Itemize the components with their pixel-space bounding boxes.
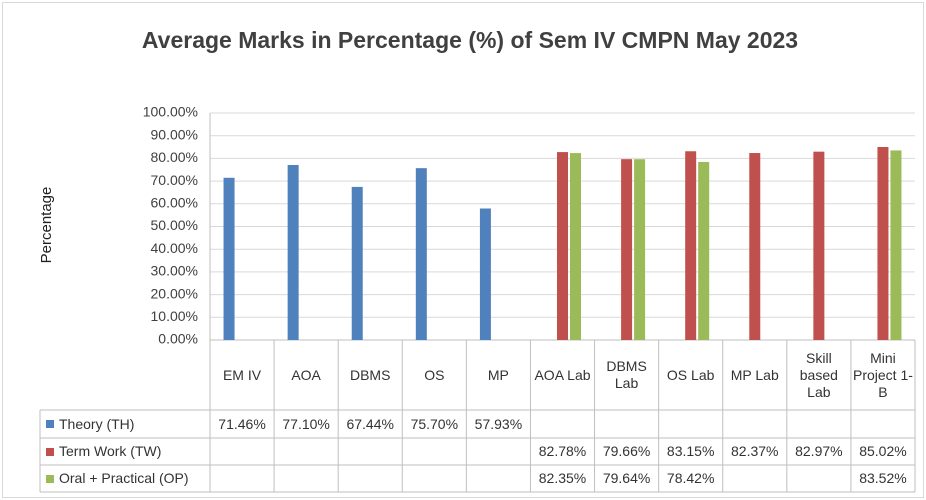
y-tick-label: 50.00% — [151, 217, 198, 233]
data-label: 79.66% — [602, 443, 651, 459]
x-tick-label: DBMS — [349, 366, 391, 383]
bar — [570, 153, 581, 340]
bar — [223, 177, 235, 340]
y-tick-label: 60.00% — [151, 195, 198, 211]
legend-swatch — [46, 474, 54, 483]
y-axis-title: Percentage — [38, 187, 55, 264]
bar — [621, 159, 633, 340]
x-tick-label: AOA Lab — [534, 366, 591, 383]
data-label: 75.70% — [410, 415, 459, 432]
data-label: 82.35% — [538, 470, 587, 486]
legend-entry: Term Work (TW) — [40, 438, 210, 465]
bar — [890, 150, 902, 340]
data-label: 82.78% — [538, 443, 587, 459]
x-tick-label: DBMS Lab — [606, 358, 647, 391]
bar — [287, 164, 299, 340]
bar — [634, 159, 646, 340]
legend-label: Term Work (TW) — [59, 443, 162, 459]
bar — [479, 208, 491, 340]
bar — [557, 152, 568, 340]
y-tick-label: 30.00% — [151, 263, 198, 279]
bar — [877, 147, 889, 340]
x-tick-label: EM IV — [222, 366, 262, 383]
y-tick-label: 100.00% — [143, 104, 198, 120]
x-tick-label: MP — [487, 366, 509, 383]
data-label: 67.44% — [346, 415, 394, 432]
x-tick-label: Mini Project 1-B — [852, 349, 913, 400]
chart-title: Average Marks in Percentage (%) of Sem I… — [142, 27, 798, 53]
legend-swatch — [46, 420, 54, 428]
bar — [415, 168, 427, 340]
data-label: 57.93% — [474, 415, 523, 432]
data-label: 71.46% — [218, 415, 266, 432]
legend-label: Oral + Practical (OP) — [59, 470, 189, 486]
y-tick-label: 20.00% — [151, 285, 198, 301]
y-tick-label: 0.00% — [158, 331, 198, 347]
data-label: 85.02% — [859, 443, 907, 459]
bar — [749, 153, 761, 340]
bar — [813, 151, 825, 340]
bar — [698, 161, 710, 340]
data-label: 78.42% — [666, 470, 715, 486]
y-tick-label: 70.00% — [151, 172, 198, 188]
data-label: 82.97% — [795, 443, 843, 459]
bar — [351, 186, 363, 340]
legend-swatch — [46, 447, 54, 456]
legend-label: Theory (TH) — [59, 415, 135, 432]
x-tick-label: OS Lab — [666, 366, 715, 383]
y-tick-label: 80.00% — [151, 149, 198, 165]
data-label: 79.64% — [602, 470, 651, 486]
x-tick-label: AOA — [291, 366, 321, 383]
legend-entry: Oral + Practical (OP) — [40, 465, 210, 492]
y-tick-label: 40.00% — [151, 240, 198, 256]
x-tick-label: Skill based Lab — [799, 349, 838, 400]
bar — [685, 151, 697, 340]
y-tick-label: 10.00% — [151, 308, 198, 324]
data-label: 83.52% — [859, 470, 907, 486]
y-tick-label: 90.00% — [151, 126, 198, 142]
data-label: 83.15% — [666, 443, 715, 459]
data-label: 82.37% — [731, 443, 779, 459]
x-tick-label: MP Lab — [730, 366, 779, 383]
legend-entry: Theory (TH) — [40, 410, 210, 438]
data-label: 77.10% — [282, 415, 330, 432]
x-tick-label: OS — [424, 366, 445, 383]
